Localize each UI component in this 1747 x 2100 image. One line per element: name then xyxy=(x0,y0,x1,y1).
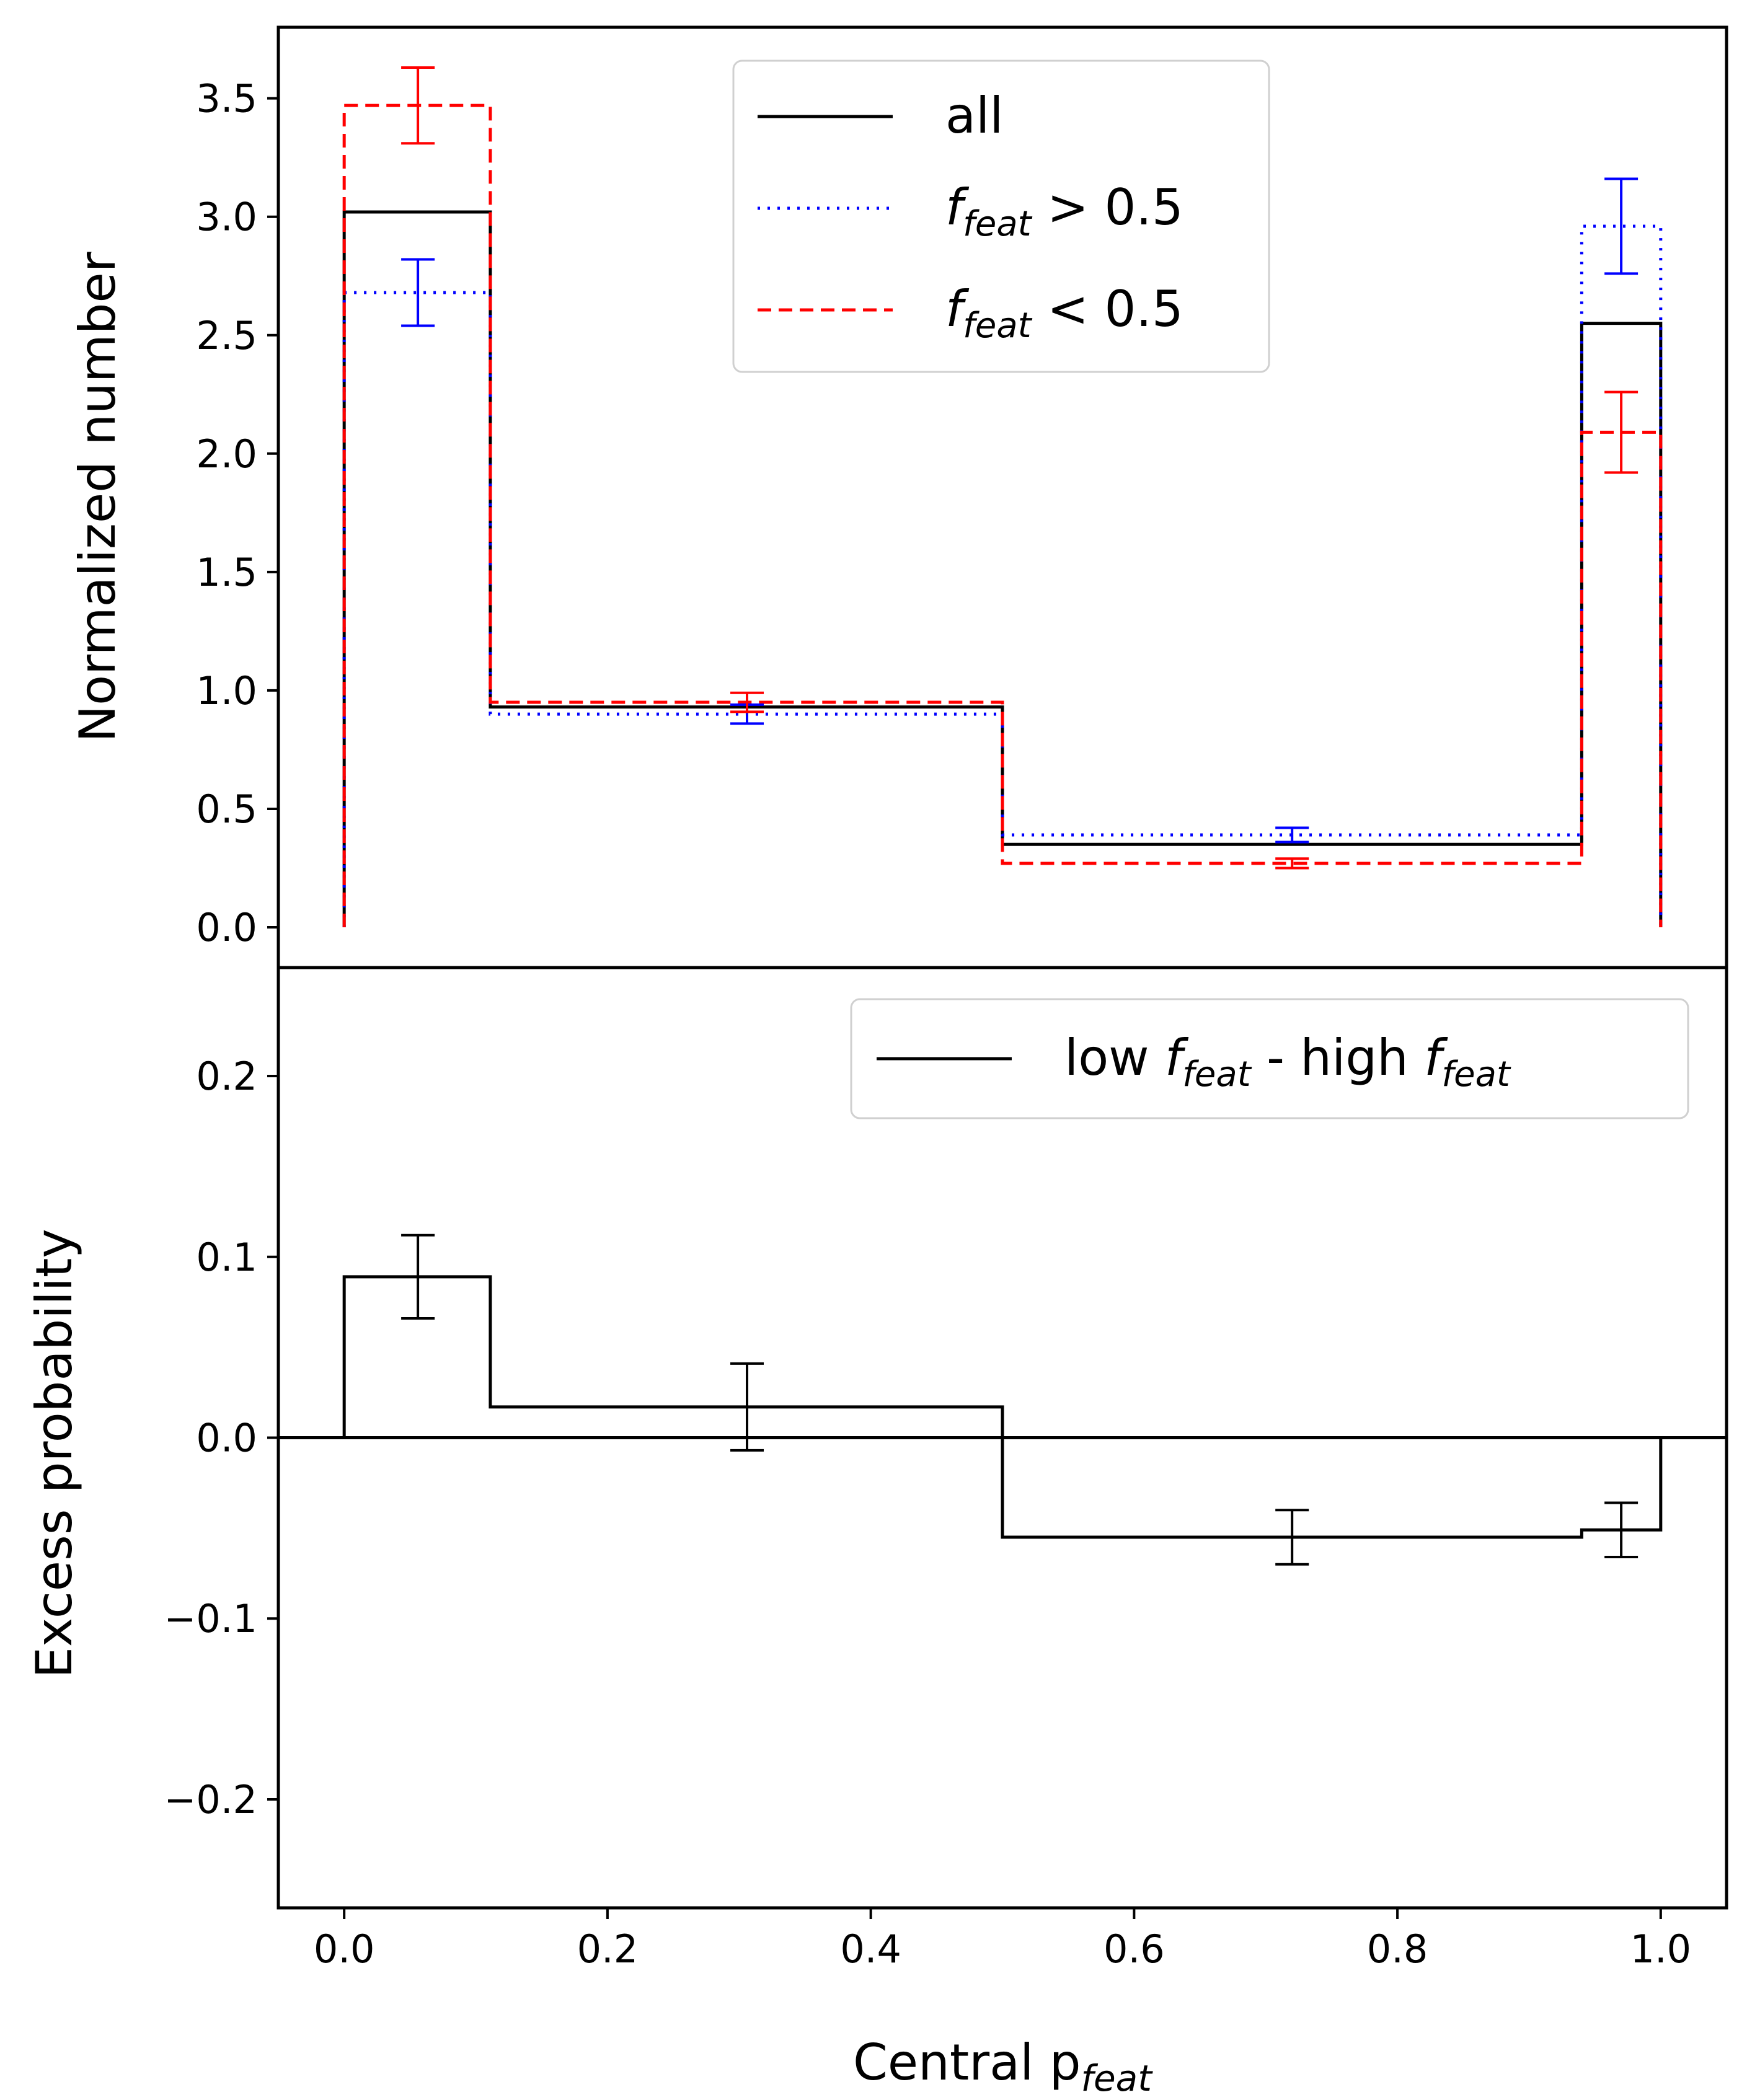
legend-diff-sub: feat xyxy=(1182,1054,1252,1095)
xtick-label: 0.6 xyxy=(1103,1926,1165,1972)
bottom-errorbar-diff-3 xyxy=(1604,1501,1639,1559)
bottom-errorbar-diff-0 xyxy=(401,1233,435,1320)
bottom-y-axis-label: Excess probability xyxy=(25,1229,83,1678)
legend-high-sub: feat xyxy=(963,204,1032,244)
top-errorbar-low-1 xyxy=(730,691,764,713)
bottom-errorbar-diff-1 xyxy=(730,1362,764,1452)
bottom-ytick-label: −0.1 xyxy=(164,1596,257,1641)
xtick-label: 0.8 xyxy=(1367,1926,1428,1972)
xtick-label: 0.2 xyxy=(577,1926,639,1972)
legend-low-tail: < 0.5 xyxy=(1032,280,1183,338)
bottom-legend: low ffeat - high ffeat xyxy=(850,998,1689,1119)
top-ytick-label: 1.0 xyxy=(196,668,257,713)
x-axis-label-base: Central p xyxy=(853,2034,1081,2091)
top-errorbar-low-0 xyxy=(401,66,435,145)
top-errorbar-high-0 xyxy=(401,258,435,327)
top-errorbar-high-3 xyxy=(1604,177,1639,275)
top-legend-box xyxy=(732,60,1270,373)
top-ytick-label: 2.0 xyxy=(196,431,257,477)
top-legend: all ffeat > 0.5 ffeat < 0.5 xyxy=(732,60,1270,373)
top-ytick-label: 3.5 xyxy=(196,76,257,121)
top-errorbar-low-3 xyxy=(1604,390,1639,474)
legend-diff-sub2: feat xyxy=(1441,1054,1511,1095)
top-ytick-label: 0.5 xyxy=(196,787,257,832)
legend-text-diff: low ffeat - high ffeat xyxy=(1064,1029,1511,1095)
bottom-plot-area xyxy=(278,1233,1727,1566)
top-ytick-label: 2.5 xyxy=(196,313,257,358)
top-y-axis-label: Normalized number xyxy=(69,252,126,742)
bottom-ytick-label: −0.2 xyxy=(164,1777,257,1822)
legend-text-low: ffeat < 0.5 xyxy=(945,280,1183,346)
top-ytick-label: 3.0 xyxy=(196,195,257,240)
bottom-ytick-label: 0.2 xyxy=(196,1054,257,1099)
bottom-ytick-label: 0.1 xyxy=(196,1235,257,1280)
xtick-label: 0.4 xyxy=(840,1926,901,1972)
legend-diff-mid: - high xyxy=(1251,1029,1425,1087)
top-errorbar-high-2 xyxy=(1275,826,1309,844)
legend-diff-pre: low xyxy=(1064,1029,1165,1087)
bottom-ytick-label: 0.0 xyxy=(196,1416,257,1461)
bottom-errorbar-diff-2 xyxy=(1275,1509,1309,1566)
legend-high-tail: > 0.5 xyxy=(1032,179,1183,236)
top-ytick-label: 0.0 xyxy=(196,905,257,950)
bottom-legend-box xyxy=(850,998,1689,1119)
top-errorbar-low-2 xyxy=(1275,857,1309,870)
xtick-label: 1.0 xyxy=(1630,1926,1692,1972)
top-ytick-label: 1.5 xyxy=(196,550,257,595)
xtick-label: 0.0 xyxy=(314,1926,375,1972)
x-axis-label-sub: feat xyxy=(1081,2057,1154,2099)
top-plot-area xyxy=(342,66,1663,928)
legend-text-all: all xyxy=(945,87,1003,144)
x-axis-label: Central pfeat xyxy=(853,2034,1153,2099)
legend-low-sub: feat xyxy=(963,306,1032,346)
